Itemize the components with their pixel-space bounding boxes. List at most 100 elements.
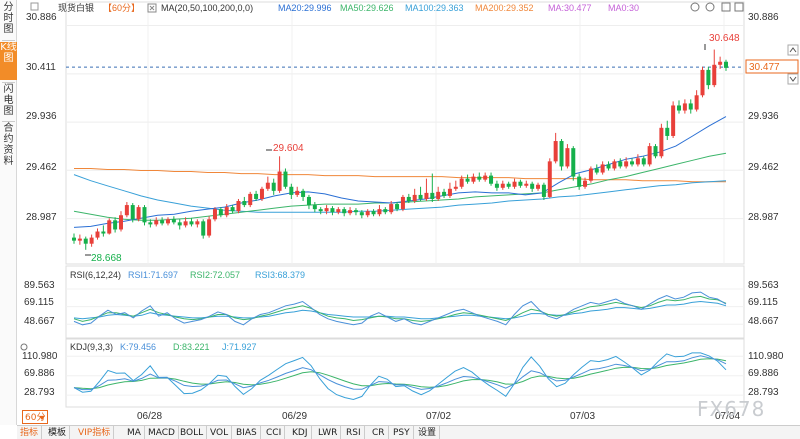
tab-templates[interactable]: 模板 xyxy=(45,426,71,439)
date-tick-label: 07/04 xyxy=(715,411,740,422)
rsi-tick-label: 69.115 xyxy=(748,297,778,308)
rsi-tick-label: 48.667 xyxy=(748,316,779,327)
candle-body xyxy=(494,183,499,188)
candle-body xyxy=(724,61,728,68)
candle-body xyxy=(189,221,194,225)
tab-cr[interactable]: CR xyxy=(369,426,389,439)
watermark-logo: FX678 xyxy=(697,397,766,421)
candle-body xyxy=(154,220,159,225)
nav-timeshare-label: 分时图 xyxy=(3,2,14,35)
tab-kdj[interactable]: KDJ xyxy=(289,426,312,439)
tab-psy[interactable]: PSY xyxy=(390,426,414,439)
rsi-tick-label: 48.667 xyxy=(24,316,55,327)
candle-body xyxy=(465,178,470,182)
candles xyxy=(72,49,728,250)
close-icon-glyph xyxy=(149,5,155,11)
tab-macd[interactable]: MACD xyxy=(145,426,179,439)
nav-contract-info[interactable]: 合约资料 xyxy=(0,123,17,169)
fullscreen-icon[interactable] xyxy=(721,2,731,12)
kdj-tick-label: 69.886 xyxy=(748,368,779,379)
candle-body xyxy=(630,161,635,165)
period-selector[interactable]: 60分 xyxy=(22,410,48,424)
candle-body xyxy=(447,188,452,196)
candle-body xyxy=(353,210,358,213)
high-annotation: 30.648 xyxy=(709,33,740,44)
nav-timeshare[interactable]: 分时图 xyxy=(0,2,17,38)
candle-body xyxy=(483,175,488,180)
candle-body xyxy=(72,237,76,241)
refresh-icon[interactable] xyxy=(690,2,700,12)
moving-averages xyxy=(73,116,727,228)
chevron-down-icon[interactable] xyxy=(787,73,799,85)
kdj-axis: 110.980 69.886 28.793 110.980 69.886 28.… xyxy=(22,351,784,398)
close-icon[interactable] xyxy=(147,3,157,13)
candle-body xyxy=(289,186,294,195)
settings-icon[interactable] xyxy=(705,2,715,12)
tab-bias[interactable]: BIAS xyxy=(233,426,261,439)
tab-rsi[interactable]: RSI xyxy=(343,426,365,439)
candle-body xyxy=(424,192,429,199)
symbol-name: 现货白银 xyxy=(58,2,94,13)
candle-body xyxy=(295,190,300,195)
candle-body xyxy=(277,171,282,191)
candle-body xyxy=(101,231,106,234)
price-tick-label: 29.462 xyxy=(748,162,779,173)
price-annotations: 30.648 29.604 28.668 xyxy=(85,33,740,264)
candle-body xyxy=(265,182,270,189)
candle-body xyxy=(671,105,676,136)
candle-body xyxy=(224,207,229,216)
candle-body xyxy=(207,219,212,236)
tab-lwr[interactable]: LWR xyxy=(315,426,342,439)
tab-settings[interactable]: 设置 xyxy=(415,426,441,439)
ma100-line xyxy=(73,174,727,213)
kdj-tick-label: 28.793 xyxy=(748,387,779,398)
candle-body xyxy=(718,61,723,65)
candle-body xyxy=(618,161,623,167)
candle-body xyxy=(389,204,394,213)
candle-body xyxy=(83,238,88,244)
candle-body xyxy=(688,103,693,110)
candle-body xyxy=(254,193,259,199)
candle-body xyxy=(553,141,558,162)
candle-body xyxy=(583,180,588,187)
candle-body xyxy=(236,201,241,212)
candle-body xyxy=(612,161,617,169)
left-nav: 分时图 K线图 闪电图 合约资料 xyxy=(0,0,17,425)
candle-body xyxy=(665,127,670,136)
layout-icon[interactable] xyxy=(734,2,744,12)
settings-icon[interactable] xyxy=(20,343,28,351)
tab-cci[interactable]: CCI xyxy=(263,426,286,439)
tab-ma[interactable]: MA xyxy=(124,426,145,439)
tab-indicators[interactable]: 指标 xyxy=(17,426,43,439)
price-axis: 30.886 30.411 29.936 29.462 28.987 30.88… xyxy=(26,12,779,223)
ma50-line xyxy=(73,152,727,221)
rsi3-line xyxy=(73,300,727,320)
candle-body xyxy=(301,190,306,197)
candle-body xyxy=(706,69,711,86)
candle-body xyxy=(130,205,135,220)
candle-body xyxy=(624,161,629,167)
nav-kline[interactable]: K线图 xyxy=(0,42,17,80)
price-tick-label: 29.462 xyxy=(26,162,57,173)
tab-vip-indicators[interactable]: VIP指标 xyxy=(75,426,115,439)
candle-body xyxy=(489,175,494,184)
tab-boll[interactable]: BOLL xyxy=(177,426,208,439)
nav-tick[interactable]: 闪电图 xyxy=(0,84,17,120)
candle-body xyxy=(395,204,400,210)
price-tick-label: 29.936 xyxy=(748,111,779,122)
grid xyxy=(66,2,744,264)
candle-body xyxy=(107,220,112,234)
candle-body xyxy=(230,207,235,212)
price-tick-label: 28.987 xyxy=(748,212,779,223)
candle-body xyxy=(342,209,347,214)
candle-body xyxy=(647,146,652,165)
candle-body xyxy=(459,178,464,187)
chevron-up-icon[interactable] xyxy=(787,44,799,56)
candle-body xyxy=(694,95,699,110)
tab-vol[interactable]: VOL xyxy=(207,426,233,439)
candle-body xyxy=(113,220,118,230)
candle-body xyxy=(377,209,382,215)
collapse-icon[interactable] xyxy=(30,2,39,11)
